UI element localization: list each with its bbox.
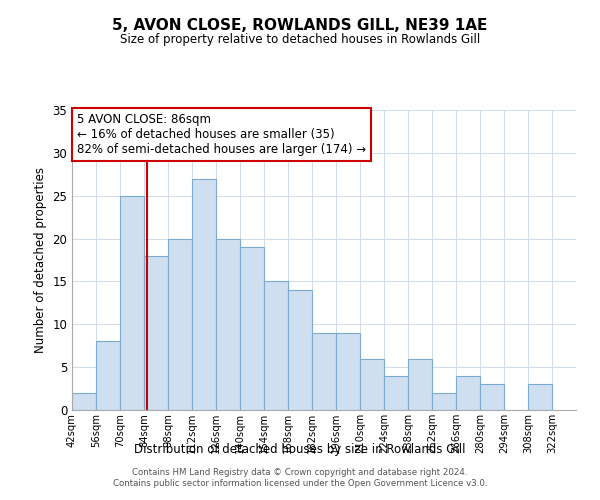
Bar	[264, 282, 288, 410]
Bar	[96, 342, 120, 410]
Bar	[408, 358, 432, 410]
Bar	[288, 290, 312, 410]
Bar	[360, 358, 384, 410]
Bar	[312, 333, 336, 410]
Text: 5 AVON CLOSE: 86sqm
← 16% of detached houses are smaller (35)
82% of semi-detach: 5 AVON CLOSE: 86sqm ← 16% of detached ho…	[77, 113, 366, 156]
Text: Contains HM Land Registry data © Crown copyright and database right 2024.
Contai: Contains HM Land Registry data © Crown c…	[113, 468, 487, 487]
Bar	[480, 384, 504, 410]
Bar	[120, 196, 144, 410]
Bar	[192, 178, 216, 410]
Bar	[336, 333, 360, 410]
Text: 5, AVON CLOSE, ROWLANDS GILL, NE39 1AE: 5, AVON CLOSE, ROWLANDS GILL, NE39 1AE	[112, 18, 488, 32]
Bar	[384, 376, 408, 410]
Y-axis label: Number of detached properties: Number of detached properties	[34, 167, 47, 353]
Text: Size of property relative to detached houses in Rowlands Gill: Size of property relative to detached ho…	[120, 32, 480, 46]
Bar	[168, 238, 192, 410]
Bar	[216, 238, 240, 410]
Bar	[144, 256, 168, 410]
Text: Distribution of detached houses by size in Rowlands Gill: Distribution of detached houses by size …	[134, 442, 466, 456]
Bar	[72, 393, 96, 410]
Bar	[432, 393, 456, 410]
Bar	[528, 384, 552, 410]
Bar	[456, 376, 480, 410]
Bar	[240, 247, 264, 410]
